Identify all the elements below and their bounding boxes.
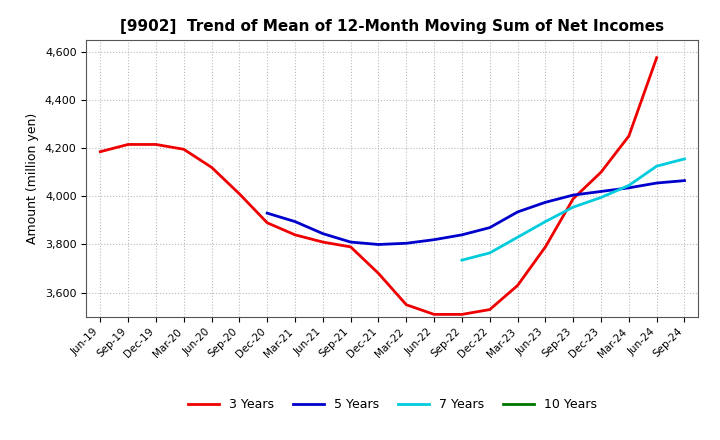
Y-axis label: Amount (million yen): Amount (million yen) xyxy=(27,113,40,244)
Title: [9902]  Trend of Mean of 12-Month Moving Sum of Net Incomes: [9902] Trend of Mean of 12-Month Moving … xyxy=(120,19,665,34)
Legend: 3 Years, 5 Years, 7 Years, 10 Years: 3 Years, 5 Years, 7 Years, 10 Years xyxy=(183,393,602,416)
